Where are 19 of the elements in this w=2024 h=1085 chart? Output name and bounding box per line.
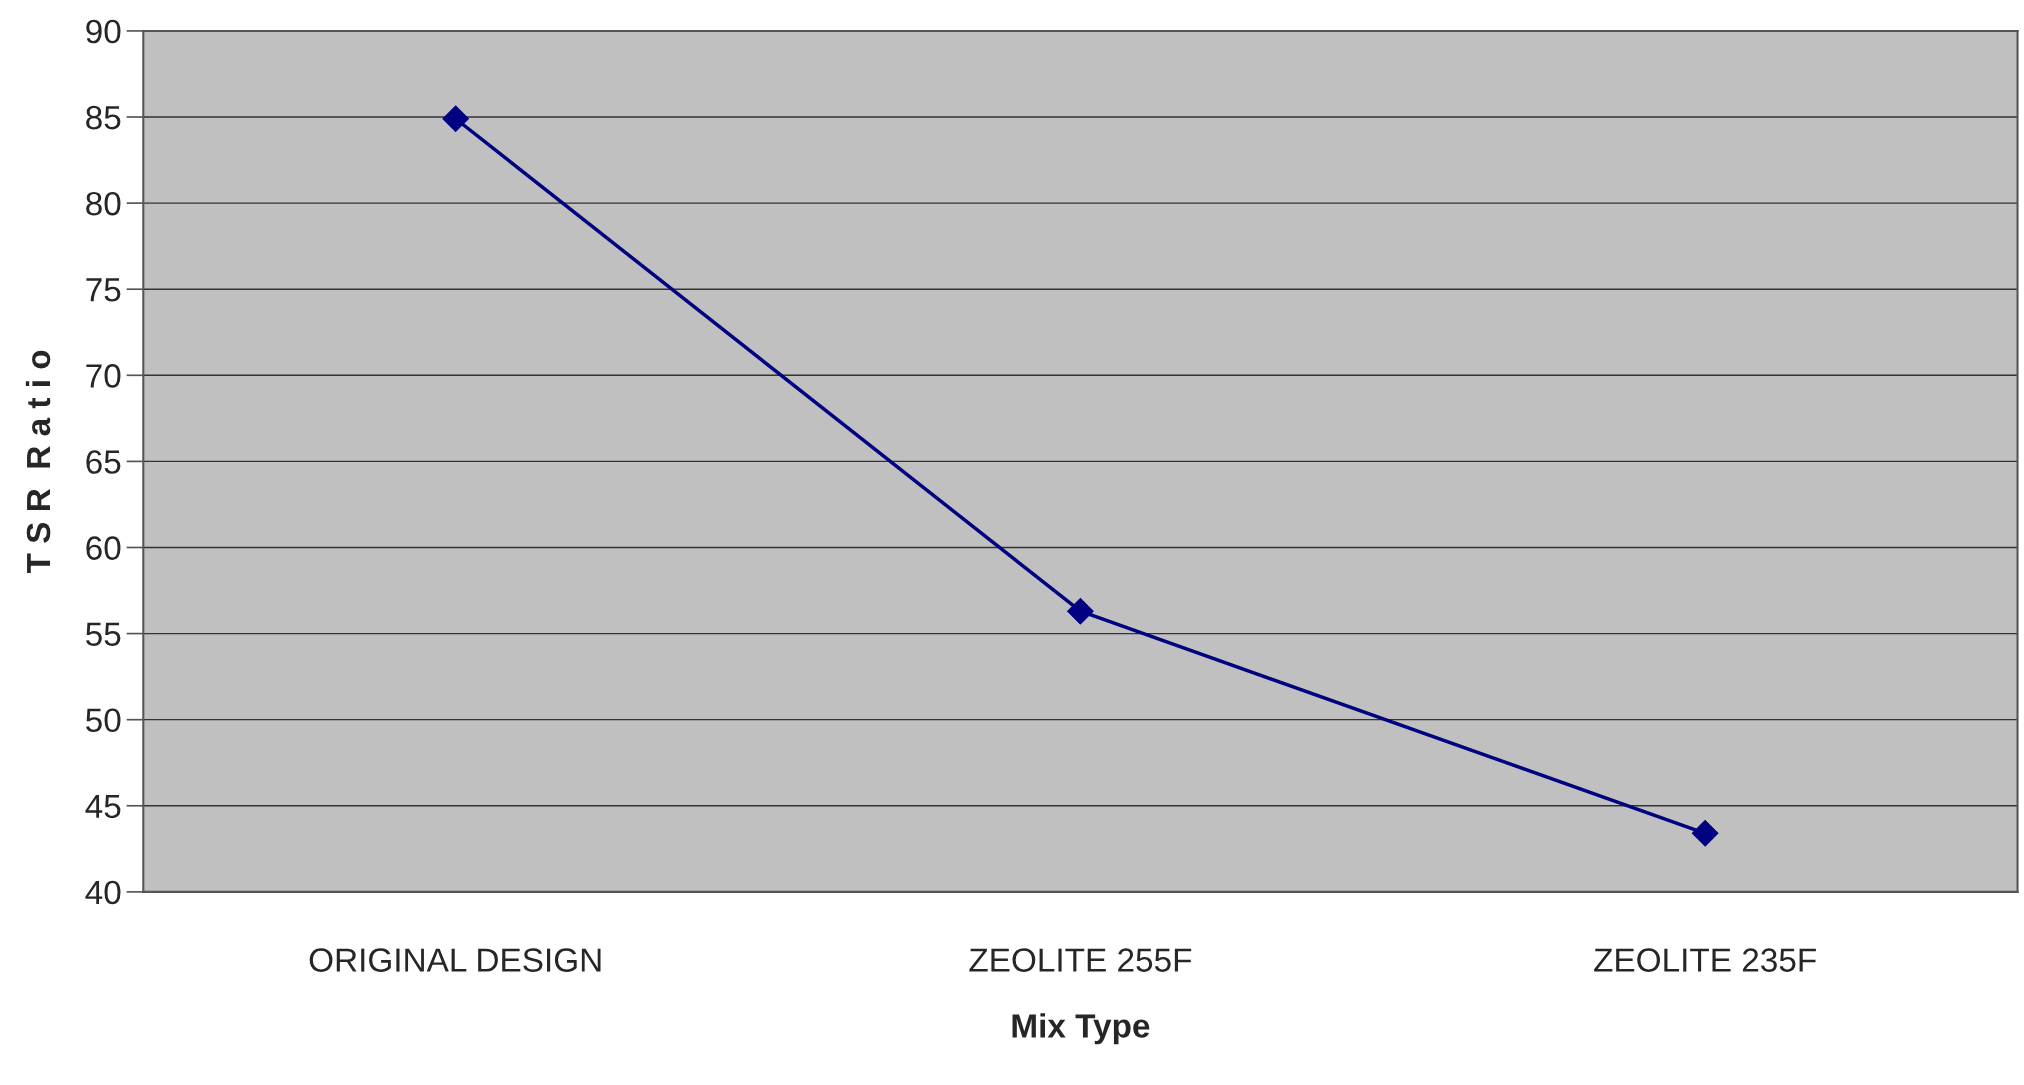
- y-tick-label: 65: [86, 450, 121, 474]
- x-tick-label: ZEOLITE 235F: [1594, 948, 1816, 972]
- y-tick-label: 85: [86, 105, 121, 130]
- point: [1067, 597, 1094, 625]
- y-axis-title: T S R R a t i o: [25, 350, 51, 574]
- y-tick-label: 75: [86, 278, 121, 302]
- point: [1691, 820, 1719, 847]
- y-tick-label: 60: [86, 536, 121, 560]
- y-tick-label: 55: [86, 622, 121, 646]
- y-tick-label: 50: [86, 708, 121, 733]
- y-tick-label: 45: [85, 794, 121, 819]
- y-tick-label: 80: [86, 191, 121, 216]
- x-tick-label: ORIGINAL DESIGN: [309, 948, 601, 972]
- y-tick-label: 90: [86, 19, 121, 44]
- point: [442, 105, 469, 133]
- x-axis-title: Mix Type: [1012, 1013, 1150, 1045]
- y-tick-label: 40: [85, 880, 121, 905]
- y-tick-label: 70: [86, 364, 121, 388]
- x-tick-label: ZEOLITE 255F: [969, 948, 1192, 972]
